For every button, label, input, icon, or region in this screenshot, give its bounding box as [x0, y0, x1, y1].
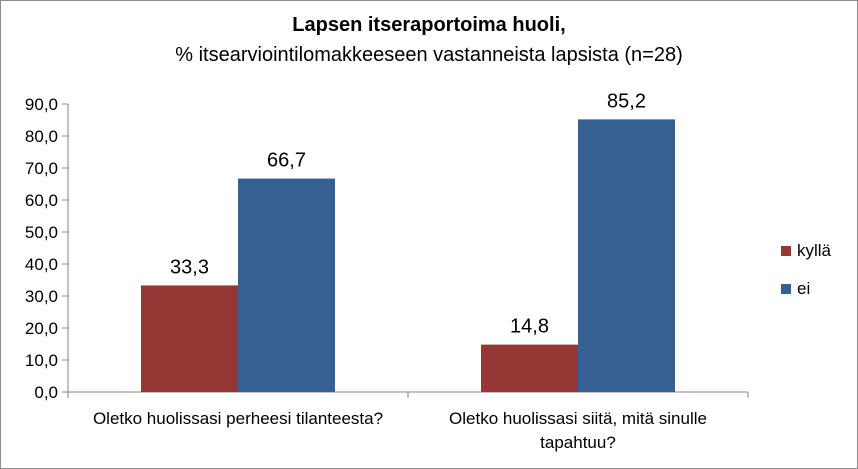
y-tick-label: 10,0 [25, 351, 58, 370]
y-tick-label: 80,0 [25, 127, 58, 146]
chart-title: Lapsen itseraportoima huoli, [292, 14, 566, 36]
bars [141, 119, 675, 393]
legend-label: kyllä [797, 241, 832, 260]
y-tick-label: 60,0 [25, 191, 58, 210]
bar-kyllä [481, 344, 578, 392]
y-ticks: 0,0 10,0 20,0 30,0 40,0 50,0 60,0 70,0 80,0 90,0 [25, 95, 68, 402]
data-label: 14,8 [510, 316, 549, 338]
data-label: 33,3 [170, 256, 209, 278]
bar-ei [578, 119, 675, 393]
y-tick-label: 40,0 [25, 255, 58, 274]
data-label: 85,2 [607, 90, 646, 112]
category-label: Oletko huolissasi siitä, mitä sinulle [449, 409, 707, 428]
category-label: Oletko huolissasi perheesi tilanteesta? [93, 409, 383, 428]
category-label: tapahtuu? [540, 433, 616, 452]
category-labels: Oletko huolissasi perheesi tilanteesta? O… [93, 409, 707, 452]
legend-swatch-ei [781, 284, 791, 294]
y-tick-label: 0,0 [34, 383, 58, 402]
y-tick-label: 50,0 [25, 223, 58, 242]
legend-label: ei [797, 279, 810, 298]
y-tick-label: 20,0 [25, 319, 58, 338]
legend-swatch-kyllä [781, 246, 791, 256]
data-label: 66,7 [267, 150, 306, 172]
legend: kyllä ei [781, 241, 832, 298]
chart-subtitle: % itsearviointilomakkeeseen vastanneista… [175, 44, 683, 66]
bar-ei [238, 178, 335, 392]
data-labels: 33,3 14,8 66,7 85,2 [170, 90, 646, 337]
y-tick-label: 70,0 [25, 159, 58, 178]
y-tick-label: 30,0 [25, 287, 58, 306]
y-tick-label: 90,0 [25, 95, 58, 114]
bar-kyllä [141, 285, 238, 392]
